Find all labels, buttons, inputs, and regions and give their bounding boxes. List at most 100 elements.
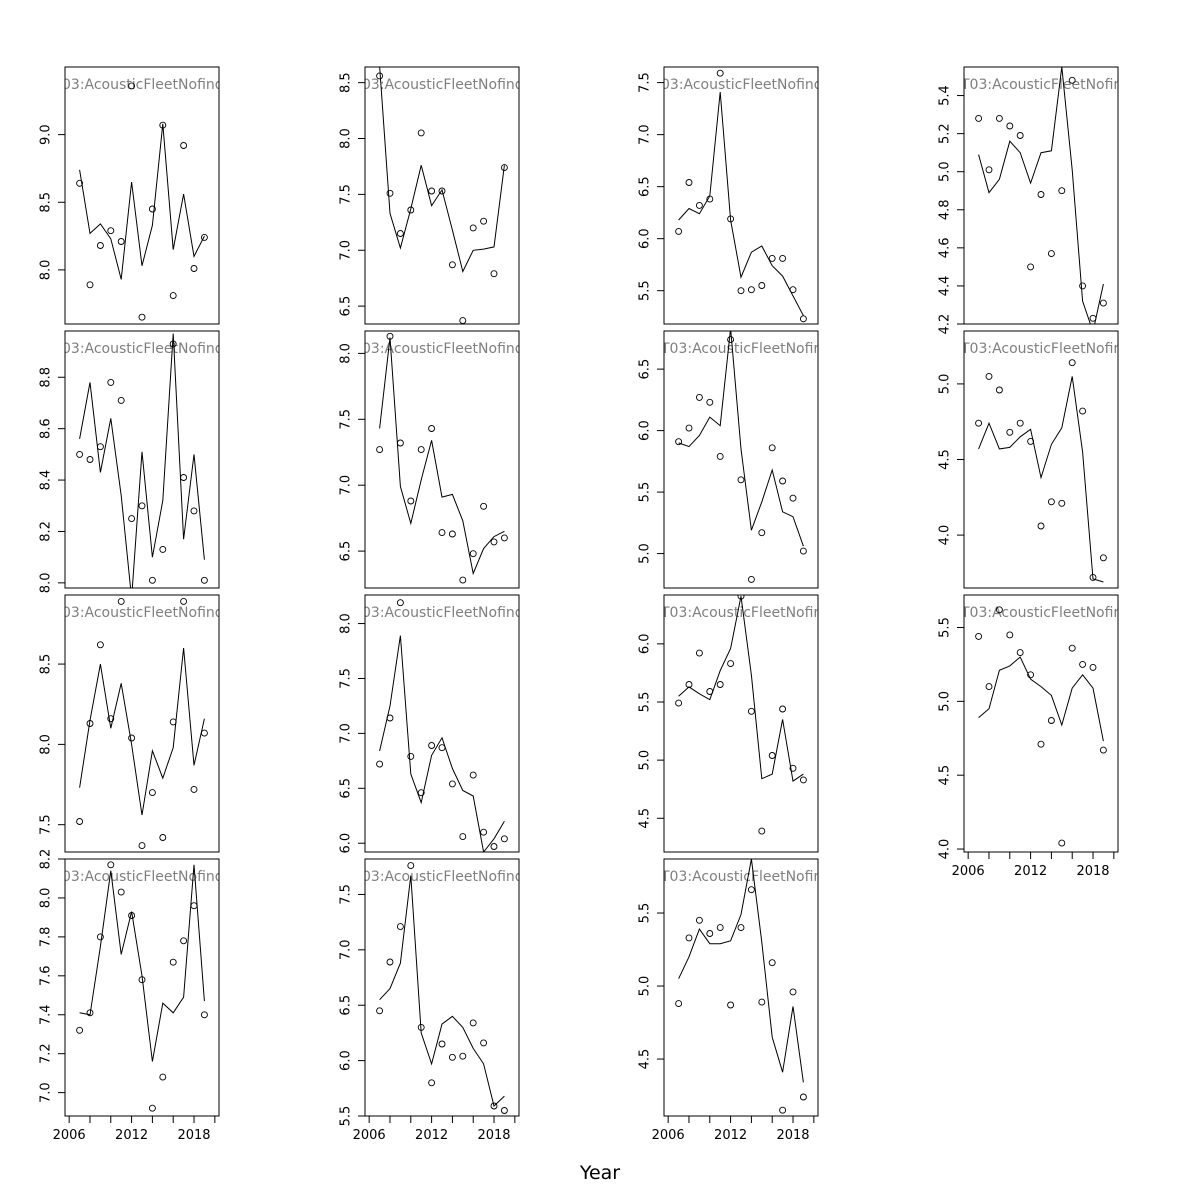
observation-point xyxy=(675,1000,683,1008)
panel: 7.5 8.0 8.5 03:AcousticFleetNofindi xyxy=(39,594,220,853)
panel: 4.0 4.5 5.0 5.5 2006 2012 2018 T03:AcousticFlee… xyxy=(938,594,1119,879)
observation-point xyxy=(396,230,404,237)
plot-area: T03:AcousticFleetNofindi xyxy=(964,67,1118,324)
observation-point xyxy=(985,166,993,174)
plot-area: 03:AcousticFleetNofindi xyxy=(65,861,219,1112)
observation-point xyxy=(96,443,104,451)
y-tick-label: 5.5 xyxy=(339,1106,354,1127)
y-tick-label: 8.6 xyxy=(39,418,54,439)
y-tick-label: 5.0 xyxy=(938,691,953,712)
observation-point xyxy=(1047,250,1055,258)
observation-point xyxy=(107,861,115,869)
panel-frame xyxy=(64,66,220,325)
plot-area: 03:AcousticFleetNofindi xyxy=(365,862,519,1114)
y-tick-label: 4.6 xyxy=(938,238,953,259)
panel-label: 03:AcousticFleetNofindi xyxy=(62,77,228,93)
observation-point xyxy=(386,332,394,340)
panel-frame xyxy=(64,858,220,1117)
observation-point xyxy=(159,1073,167,1081)
observation-point xyxy=(758,529,766,537)
fit-line xyxy=(678,91,804,316)
y-tick-label: 7.5 xyxy=(339,884,354,905)
observation-point xyxy=(459,317,467,324)
observation-point xyxy=(995,606,1003,614)
y-tick-label: 8.0 xyxy=(339,128,354,149)
observation-point xyxy=(469,550,477,558)
observation-point xyxy=(779,705,787,713)
observation-point xyxy=(148,789,156,797)
observation-point xyxy=(1079,660,1087,668)
panel-frame xyxy=(663,330,819,589)
y-tick-label: 6.5 xyxy=(638,176,653,197)
observation-point xyxy=(706,398,714,406)
observation-point xyxy=(96,641,104,649)
y-tick-label: 7.5 xyxy=(39,814,54,835)
panel-label: T03:AcousticFleetNofindi xyxy=(660,869,835,885)
observation-point xyxy=(190,265,198,272)
observation-point xyxy=(1047,498,1055,506)
y-tick-label: 5.5 xyxy=(638,903,653,924)
observation-point xyxy=(747,707,755,715)
x-tick-label: 2006 xyxy=(53,1128,86,1143)
y-tick-label: 6.5 xyxy=(339,296,354,317)
x-tick-label: 2012 xyxy=(415,1128,448,1143)
observation-point xyxy=(107,227,115,235)
observation-point xyxy=(716,681,724,688)
observation-point xyxy=(1058,839,1066,847)
observation-point xyxy=(1089,573,1097,581)
observation-point xyxy=(695,916,703,924)
plot-area: T03:AcousticFleetNofindi xyxy=(664,595,818,835)
panel-label: 03:AcousticFleetNofindi xyxy=(661,77,827,93)
observation-point xyxy=(747,886,755,894)
observation-point xyxy=(490,538,498,546)
observation-point xyxy=(376,72,384,80)
observation-point xyxy=(96,933,104,941)
observation-point xyxy=(1089,663,1097,671)
observation-point xyxy=(438,1040,446,1048)
panel: 6.5 7.0 7.5 8.0 03:AcousticFleetNofindi xyxy=(339,330,520,589)
observation-point xyxy=(459,576,467,584)
y-tick-label: 5.0 xyxy=(938,161,953,182)
observation-point xyxy=(480,828,488,836)
x-tick-label: 2012 xyxy=(115,1128,148,1143)
fit-line xyxy=(79,864,205,1062)
observation-point xyxy=(386,714,394,722)
panel-frame xyxy=(364,858,520,1117)
observation-point xyxy=(407,206,415,214)
y-tick-label: 4.5 xyxy=(638,808,653,829)
panel-frame xyxy=(64,594,220,853)
observation-point xyxy=(107,378,115,386)
observation-point xyxy=(200,1011,208,1019)
observation-point xyxy=(128,515,136,523)
y-tick-label: 7.4 xyxy=(39,1004,54,1025)
observation-point xyxy=(768,254,776,262)
observation-point xyxy=(995,114,1003,122)
observation-point xyxy=(500,534,508,542)
observation-point xyxy=(376,760,384,768)
observation-point xyxy=(985,372,993,380)
y-axis: 4.2 4.4 4.6 4.8 5.0 5.2 5.4 xyxy=(938,85,964,334)
x-axis: 2006 2012 2018 xyxy=(652,1116,815,1143)
observation-point xyxy=(200,233,208,241)
plot-area: 03:AcousticFleetNofindi xyxy=(365,67,519,324)
observation-point xyxy=(975,419,983,427)
observation-point xyxy=(128,734,136,742)
observation-point xyxy=(417,1023,425,1031)
observation-point xyxy=(448,1053,456,1061)
observation-point xyxy=(190,785,198,793)
y-tick-label: 8.0 xyxy=(39,734,54,755)
y-tick-label: 4.0 xyxy=(938,525,953,546)
observation-point xyxy=(417,789,425,797)
y-tick-label: 8.8 xyxy=(39,367,54,388)
panel-frame xyxy=(963,66,1119,325)
plot-area: T03:AcousticFleetNofindi xyxy=(964,605,1118,847)
panel-frame xyxy=(364,66,520,325)
observation-point xyxy=(727,1001,735,1009)
observation-point xyxy=(138,976,146,984)
fit-line xyxy=(379,635,505,852)
observation-point xyxy=(480,502,488,510)
y-tick-label: 8.0 xyxy=(339,343,354,364)
observation-point xyxy=(117,597,125,605)
observation-point xyxy=(1089,314,1097,322)
observation-point xyxy=(789,764,797,772)
